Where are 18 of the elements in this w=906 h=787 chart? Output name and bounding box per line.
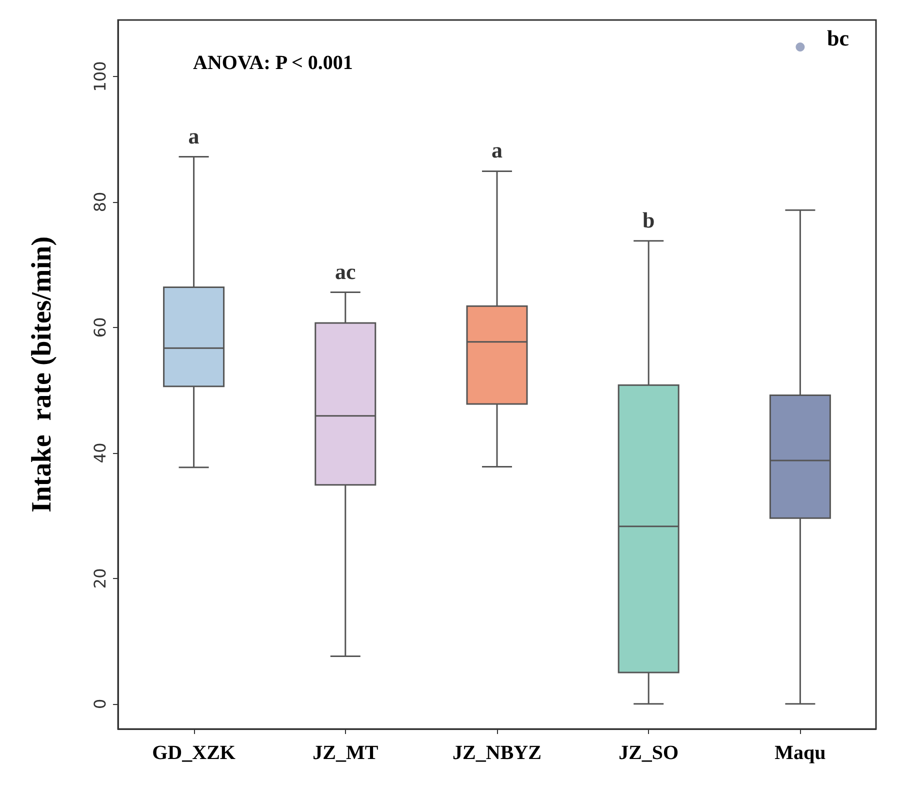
y-axis-title: Intake rate (bites/min) [26, 236, 58, 513]
x-tick-label: JZ_SO [618, 742, 679, 764]
annotation: a [492, 138, 502, 163]
y-tick-label: 80 [90, 192, 110, 212]
y-tick-label: 0 [90, 698, 110, 709]
y-tick-label: 60 [90, 317, 110, 338]
y-tick-label: 100 [90, 61, 110, 92]
x-tick-label: Maqu [774, 742, 826, 764]
annotation: b [642, 207, 655, 232]
annotation: ac [335, 258, 356, 284]
annotation: bc [827, 26, 850, 50]
annotation: a [188, 123, 200, 148]
y-tick-label: 40 [90, 442, 110, 464]
x-tick-label: JZ_MT [312, 742, 379, 764]
x-tick-label: GD_XZK [152, 742, 236, 764]
annotation: ANOVA: P < 0.001 [193, 52, 353, 74]
y-tick-label: 20 [90, 568, 110, 589]
x-tick-label: JZ_NBYZ [452, 742, 542, 764]
